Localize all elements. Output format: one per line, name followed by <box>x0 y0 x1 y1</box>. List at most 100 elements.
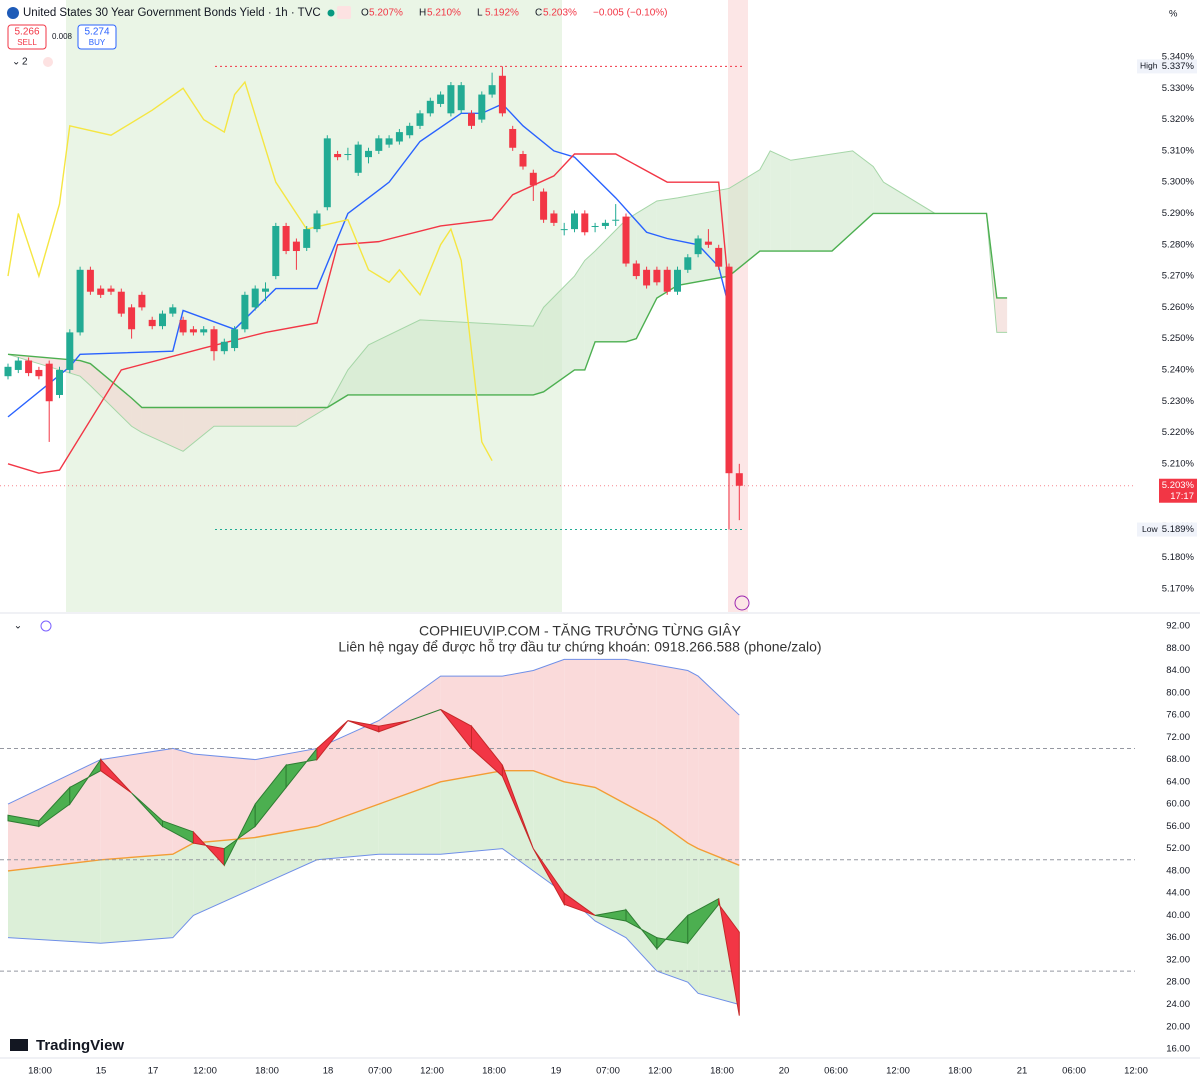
x-tick-label: 18:00 <box>255 1066 279 1077</box>
candle-body <box>251 288 259 308</box>
fill-segment <box>193 754 256 844</box>
y-tick-label: 60.00 <box>1166 799 1190 810</box>
x-tick-label: 17 <box>148 1066 159 1077</box>
x-tick-label: 12:00 <box>1124 1066 1148 1077</box>
candle-body <box>550 213 558 223</box>
fill-segment <box>563 892 596 916</box>
y-tick-label: 5.250% <box>1162 333 1195 344</box>
x-tick-label: 21 <box>1017 1066 1028 1077</box>
fill-segment <box>80 360 91 386</box>
candle-body <box>468 113 475 126</box>
candle-body <box>107 288 115 292</box>
y-tick-label: 80.00 <box>1166 687 1190 698</box>
x-tick-label: 15 <box>96 1066 107 1077</box>
last-price-label: 5.203% <box>1162 480 1195 491</box>
candle-body <box>365 150 372 158</box>
fill-segment <box>100 854 173 944</box>
candle-body <box>138 294 146 308</box>
fill-segment <box>574 260 585 370</box>
fill-segment <box>626 804 657 972</box>
y-tick-label: 5.170% <box>1162 584 1195 595</box>
y-tick-label: 56.00 <box>1166 821 1190 832</box>
fill-segment <box>131 398 142 433</box>
candle-body <box>35 369 43 377</box>
candle-body <box>735 473 743 486</box>
fill-segment <box>698 848 740 1005</box>
candle-body <box>632 263 640 277</box>
candle-body <box>86 269 94 292</box>
candle-body <box>612 219 620 221</box>
y-tick-label: 24.00 <box>1166 999 1190 1010</box>
y-tick-label: 48.00 <box>1166 865 1190 876</box>
fill-segment <box>595 787 626 938</box>
candle-body <box>622 216 630 264</box>
status-icon <box>337 6 351 19</box>
fill-segment <box>172 843 194 938</box>
candle-body <box>674 269 681 292</box>
fill-segment <box>595 659 626 805</box>
buy-button[interactable] <box>77 24 117 50</box>
candle-body <box>529 172 537 186</box>
x-tick-label: 12:00 <box>420 1066 444 1077</box>
fill-segment <box>420 319 534 395</box>
ohlc-value: 5.203% <box>543 8 577 19</box>
fill-segment <box>832 150 853 252</box>
candle-body <box>45 363 53 402</box>
fill-segment <box>255 826 317 888</box>
high-marker-name: High <box>1140 61 1158 71</box>
candle-body <box>406 125 414 136</box>
y-tick-label: 5.210% <box>1162 458 1195 469</box>
fill-segment <box>501 764 534 849</box>
candle-body <box>66 332 74 370</box>
y-tick-label: 40.00 <box>1166 910 1190 921</box>
candle-body <box>643 269 651 286</box>
fill-segment <box>502 770 534 871</box>
fill-segment <box>656 820 688 983</box>
flag-icon <box>7 7 19 19</box>
fill-segment <box>543 276 575 392</box>
candle-body <box>189 329 197 333</box>
fill-segment <box>378 781 441 855</box>
indicator-count[interactable]: 2 <box>22 57 28 68</box>
ohlc-legend: O 5.207% H 5.210% L 5.192% C 5.203% −0.005 (−0.1… <box>361 8 668 19</box>
candle-body <box>571 213 578 230</box>
fill-segment <box>656 664 688 844</box>
high-marker-box <box>1137 59 1197 74</box>
last-price-time: 17:17 <box>1170 491 1194 502</box>
fill-segment <box>533 659 565 782</box>
low-marker-name: Low <box>1142 524 1158 534</box>
candle-body <box>725 266 733 474</box>
candle-body <box>447 85 455 114</box>
fill-segment <box>100 748 173 860</box>
fill-segment <box>996 297 1008 333</box>
candle-body <box>210 329 218 352</box>
fill-segment <box>193 837 256 916</box>
pane-collapse[interactable]: ⌄ <box>14 621 22 632</box>
fill-segment <box>584 251 596 370</box>
candle-body <box>704 241 712 245</box>
alert-icon[interactable] <box>43 57 53 67</box>
candle-body <box>385 138 393 145</box>
spread: 0.008 <box>52 32 73 41</box>
y-tick-label: 5.310% <box>1162 145 1195 156</box>
time-axis: 18:00 15 17 12:00 18:00 18 07:00 12:00 18:00 19 07… <box>28 1066 1148 1077</box>
sell-button[interactable] <box>7 24 47 50</box>
brand-name[interactable]: TradingView <box>36 1037 124 1054</box>
y-tick-label: 16.00 <box>1166 1044 1190 1055</box>
fill-segment <box>368 319 420 395</box>
candle-body <box>148 319 156 327</box>
candle-body <box>488 85 496 95</box>
candle-body <box>262 288 269 292</box>
event-icon[interactable] <box>734 595 750 611</box>
fill-segment <box>316 720 349 762</box>
fill-segment <box>698 676 740 866</box>
refresh-icon[interactable] <box>40 620 52 632</box>
x-tick-label: 18:00 <box>28 1066 52 1077</box>
candle-body <box>375 138 383 151</box>
symbol-title[interactable]: United States 30 Year Government Bonds Y… <box>23 7 321 19</box>
fill-segment <box>378 720 410 733</box>
ohlc-key: O <box>361 8 369 19</box>
collapse-icon[interactable]: ⌄ <box>12 57 20 68</box>
fill-segment <box>255 748 317 838</box>
overlay-line <box>7 153 730 474</box>
